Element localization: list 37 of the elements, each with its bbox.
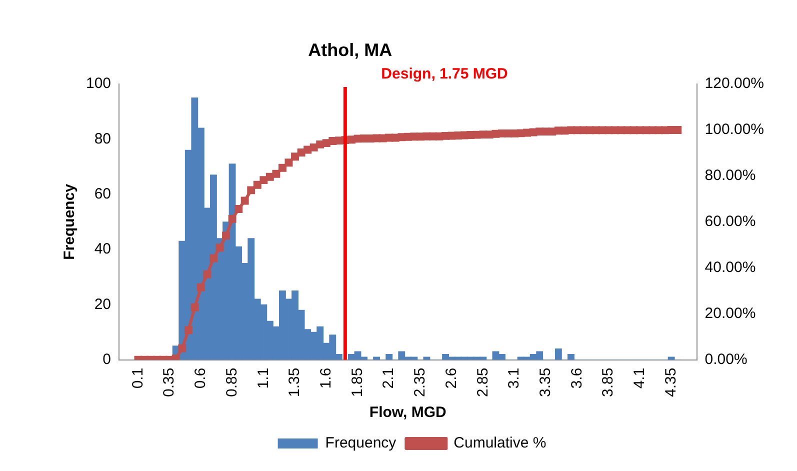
y2-tick-label: 120.00% — [704, 75, 764, 92]
y-tick-label: 100 — [86, 75, 112, 92]
y-axis-title: Frequency — [61, 183, 78, 260]
x-tick-label: 0.85 — [223, 368, 240, 398]
x-tick-label: 4.35 — [662, 368, 680, 398]
y-tick-label: 60 — [94, 185, 112, 202]
y-tick-label: 80 — [94, 130, 112, 148]
y2-tick-label: 60.00% — [704, 213, 756, 230]
x-tick-label: 1.35 — [286, 368, 304, 398]
x-tick-label: 4.1 — [631, 368, 648, 389]
y2-tick-label: 80.00% — [704, 167, 756, 184]
x-tick-label: 2.6 — [442, 368, 460, 389]
legend-label: Frequency — [325, 434, 397, 452]
x-tick-label: 2.1 — [380, 368, 398, 389]
chart-title: Athol, MA — [308, 40, 392, 60]
x-tick-label: 1.1 — [254, 368, 272, 389]
y-tick-label: 20 — [94, 296, 112, 313]
x-axis-title: Flow, MGD — [369, 404, 447, 422]
x-tick-label: 1.85 — [348, 368, 366, 398]
ref-line-label: Design, 1.75 MGD — [381, 66, 508, 83]
y2-tick-label: 20.00% — [704, 304, 756, 322]
y-tick-label: 0 — [102, 350, 112, 368]
y-tick-label: 40 — [94, 240, 112, 258]
x-tick-label: 3.85 — [600, 368, 617, 398]
legend-label: Cumulative % — [454, 434, 546, 452]
x-tick-label: 0.6 — [192, 368, 210, 389]
x-tick-label: 0.1 — [129, 368, 146, 389]
x-tick-label: 0.35 — [160, 368, 178, 398]
x-tick-label: 1.6 — [318, 368, 335, 389]
y2-tick-label: 40.00% — [704, 259, 756, 276]
x-tick-label: 3.35 — [537, 368, 554, 398]
x-tick-label: 3.6 — [568, 368, 586, 389]
y2-tick-label: 0.00% — [704, 350, 748, 368]
x-tick-label: 2.85 — [474, 368, 492, 398]
y2-tick-label: 100.00% — [704, 121, 764, 138]
x-tick-label: 2.35 — [412, 368, 429, 398]
x-tick-label: 3.1 — [506, 368, 523, 389]
